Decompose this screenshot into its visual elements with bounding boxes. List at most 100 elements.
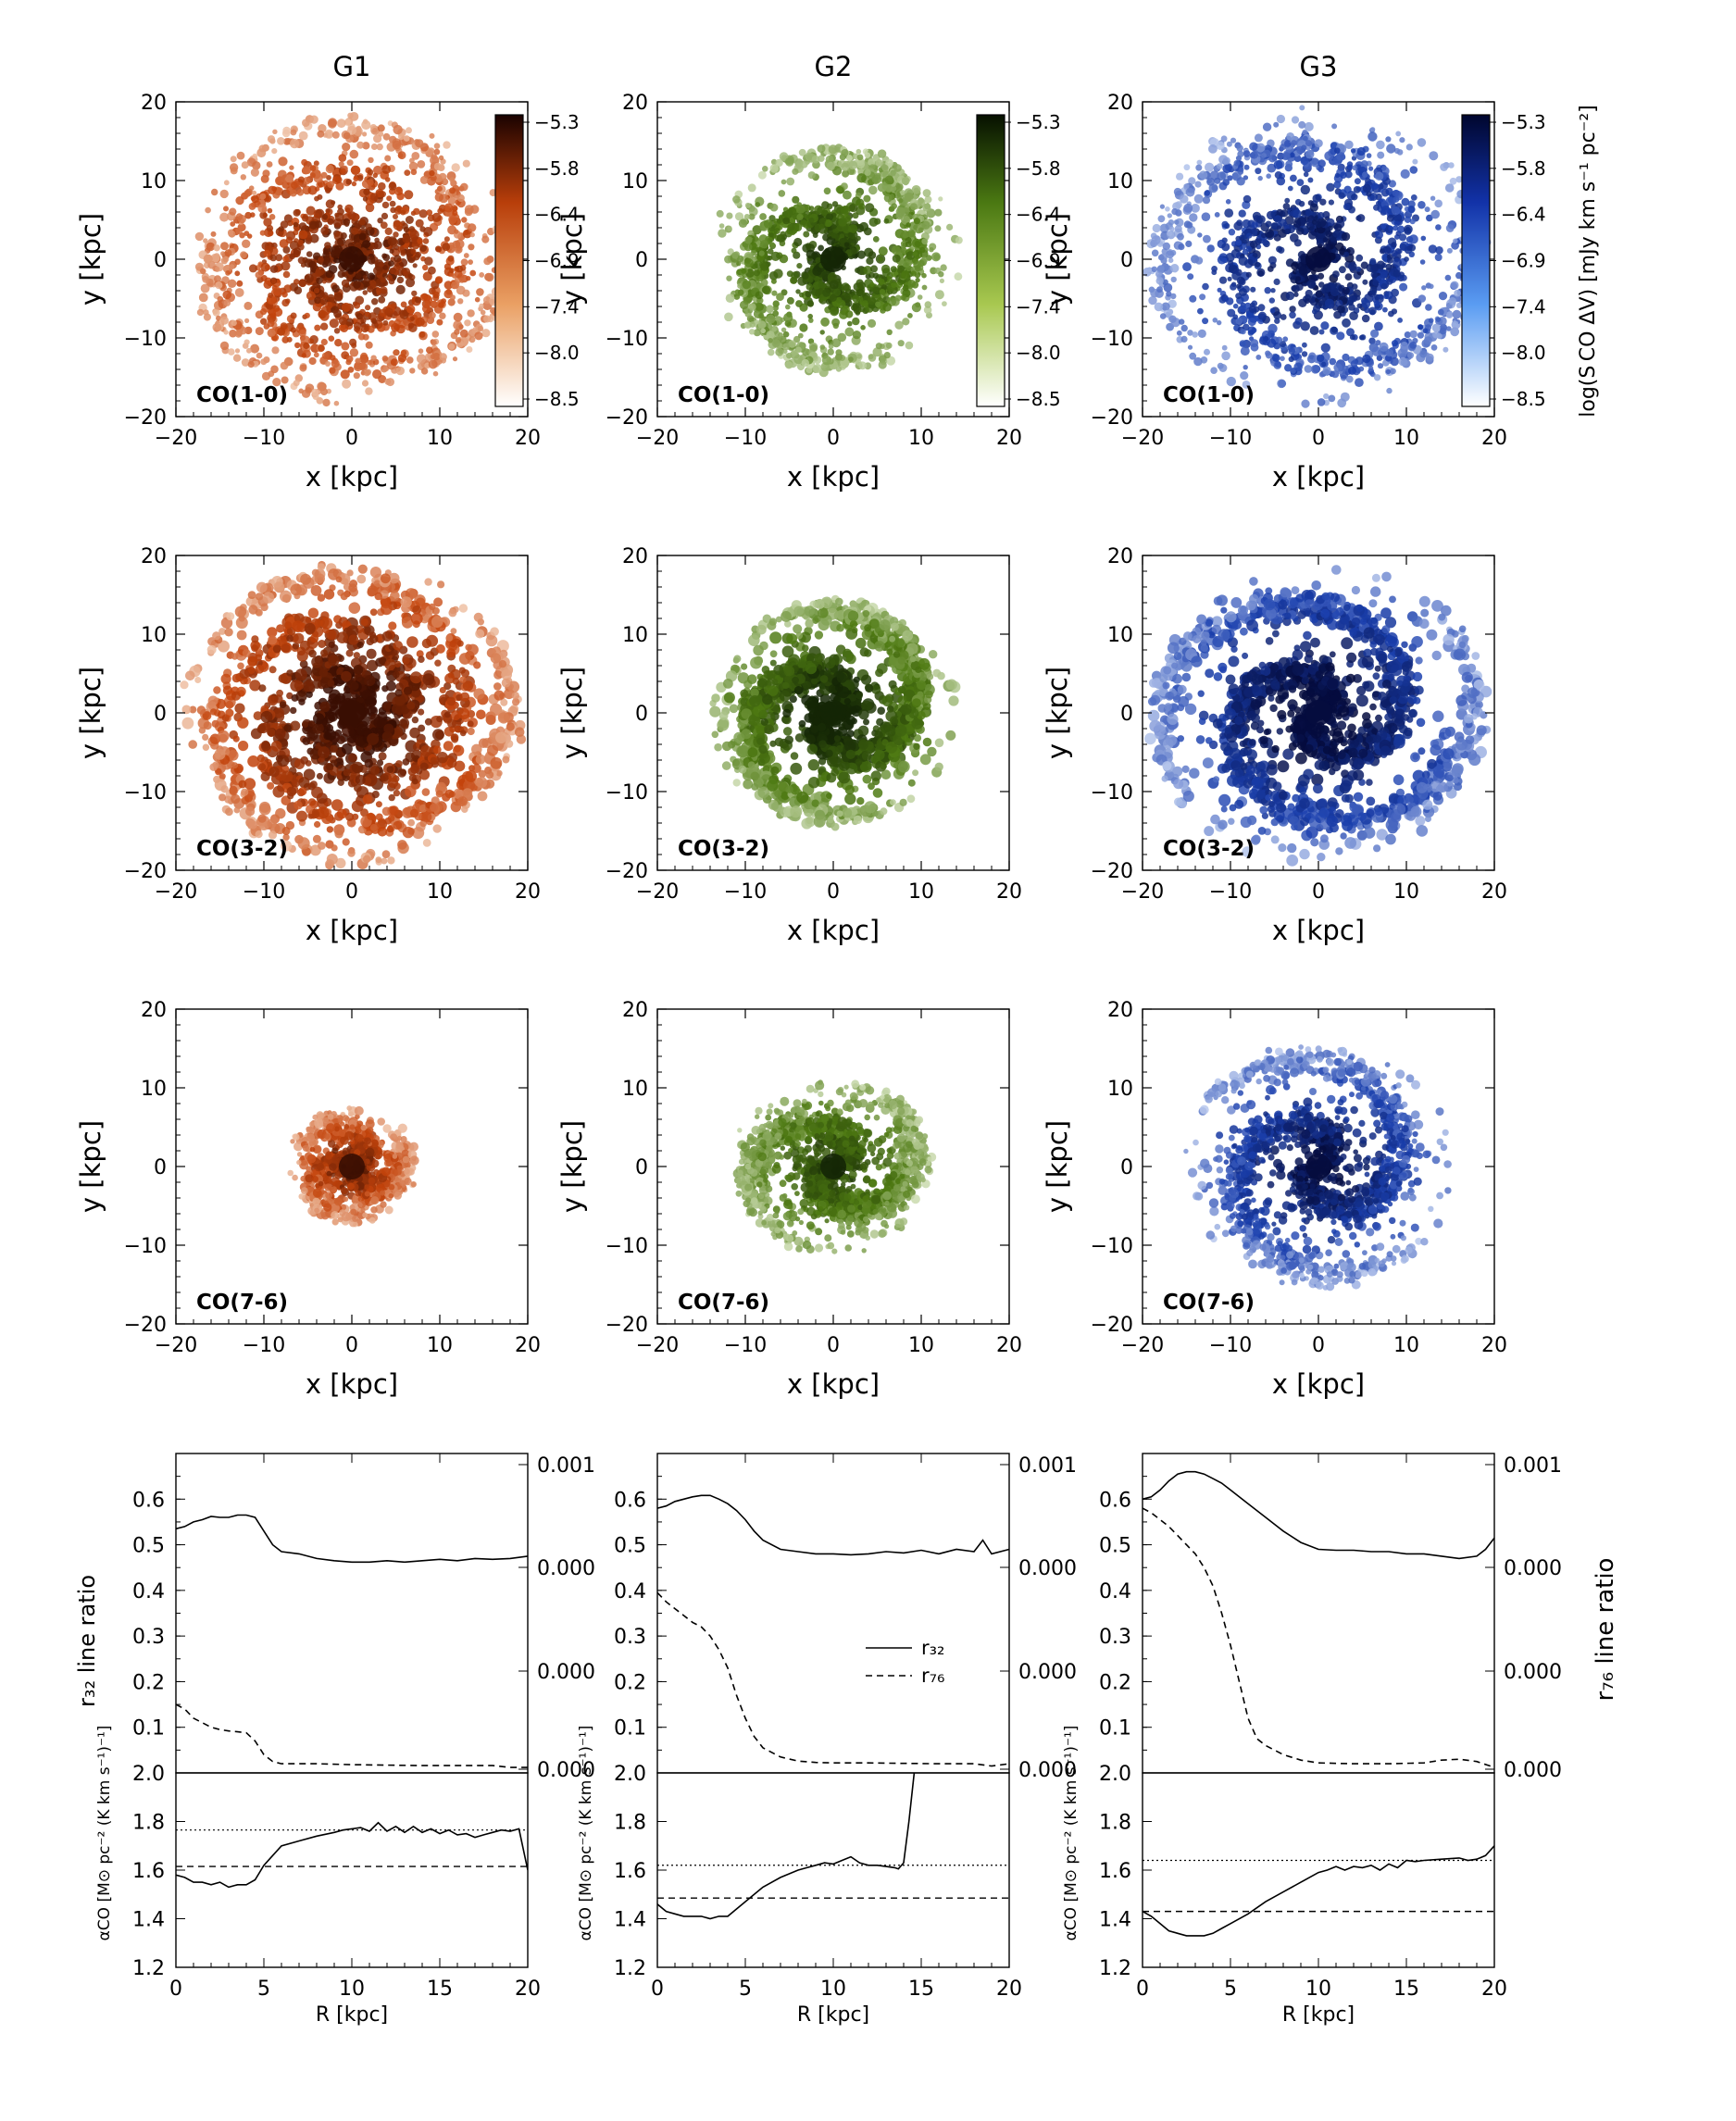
map-point — [1273, 160, 1283, 169]
map-point — [1397, 348, 1407, 358]
map-point — [1272, 354, 1280, 362]
map-point — [259, 230, 266, 236]
map-point — [934, 225, 942, 232]
map-points — [1143, 105, 1492, 408]
map-point — [1277, 225, 1282, 231]
map-point — [234, 258, 241, 266]
map-point — [793, 335, 801, 343]
map-point — [476, 709, 486, 720]
map-point — [449, 187, 456, 194]
map-point — [1295, 282, 1304, 292]
map-point — [1371, 346, 1382, 356]
map-point — [1407, 200, 1416, 208]
map-point — [1293, 292, 1299, 297]
map-point — [726, 212, 733, 219]
map-point — [856, 198, 865, 207]
map-point — [282, 270, 291, 279]
map-point — [797, 332, 804, 339]
map-point — [1312, 274, 1319, 281]
map-point — [432, 824, 442, 833]
map-point — [1440, 163, 1448, 171]
map-point — [415, 317, 425, 327]
map-point — [905, 341, 914, 350]
map-point — [1362, 354, 1371, 364]
map-point — [1450, 281, 1459, 290]
map-point — [347, 125, 356, 135]
map-point — [1293, 155, 1302, 163]
map-point — [847, 232, 854, 238]
map-point — [1257, 304, 1266, 312]
map-point — [1293, 208, 1302, 218]
map-point — [1405, 143, 1413, 151]
map-point — [924, 195, 932, 204]
map-point — [1382, 245, 1392, 255]
map-point — [361, 119, 371, 131]
column-title-g2: G2 — [815, 51, 853, 82]
map-point — [878, 256, 883, 262]
map-point — [784, 156, 794, 167]
map-y-tick-label: −10 — [606, 328, 648, 351]
map-point — [275, 254, 283, 262]
map-point — [1273, 233, 1281, 242]
map-point — [1175, 201, 1182, 208]
map-y-tick-label: 0 — [154, 249, 167, 272]
map-point — [918, 227, 924, 233]
map-point — [1276, 114, 1285, 124]
map-point — [875, 301, 881, 307]
map-point — [368, 256, 376, 265]
map-point — [1266, 210, 1276, 220]
map-point — [1344, 170, 1353, 179]
map-point — [875, 159, 883, 167]
map-point — [1245, 271, 1252, 278]
map-point — [213, 253, 220, 260]
map-point — [1176, 330, 1182, 336]
map-point — [1446, 326, 1452, 331]
map-point — [827, 348, 834, 356]
map-point — [1159, 223, 1169, 233]
map-point — [358, 218, 366, 226]
map-point — [418, 348, 424, 355]
map-point — [483, 257, 492, 266]
map-point — [1312, 308, 1318, 315]
map-point — [322, 256, 331, 265]
map-point — [360, 324, 369, 333]
map-point — [1331, 123, 1338, 130]
map-point — [1247, 318, 1256, 327]
map-point — [424, 256, 433, 266]
map-point — [1349, 334, 1355, 341]
map-point — [309, 165, 317, 172]
map-point — [382, 132, 391, 141]
map-point — [826, 213, 834, 221]
map-point — [248, 203, 256, 210]
map-point — [796, 263, 803, 269]
map-point — [380, 221, 388, 230]
map-point — [915, 277, 920, 283]
map-point — [317, 130, 325, 138]
map-point — [476, 288, 484, 296]
map-point — [1187, 344, 1193, 350]
map-point — [1333, 363, 1343, 372]
map-point — [410, 248, 417, 255]
map-point — [775, 158, 783, 168]
map-point — [443, 141, 451, 149]
map-point — [1305, 218, 1314, 227]
map-point — [355, 357, 361, 365]
map-point — [1289, 311, 1296, 319]
map-point — [1390, 356, 1399, 367]
map-point — [219, 341, 230, 351]
map-point — [868, 158, 876, 167]
map-point — [406, 305, 416, 314]
map-point — [1275, 336, 1283, 343]
map-point — [900, 230, 909, 239]
map-point — [327, 293, 335, 303]
map-point — [1358, 366, 1365, 372]
map-point — [408, 161, 418, 171]
map-point — [1284, 197, 1291, 204]
map-point — [1448, 297, 1457, 306]
map-point — [267, 627, 278, 638]
map-point — [1318, 212, 1325, 219]
map-point — [800, 160, 808, 168]
map-point — [260, 308, 268, 316]
map-point — [1375, 171, 1384, 181]
map-point — [443, 281, 453, 290]
